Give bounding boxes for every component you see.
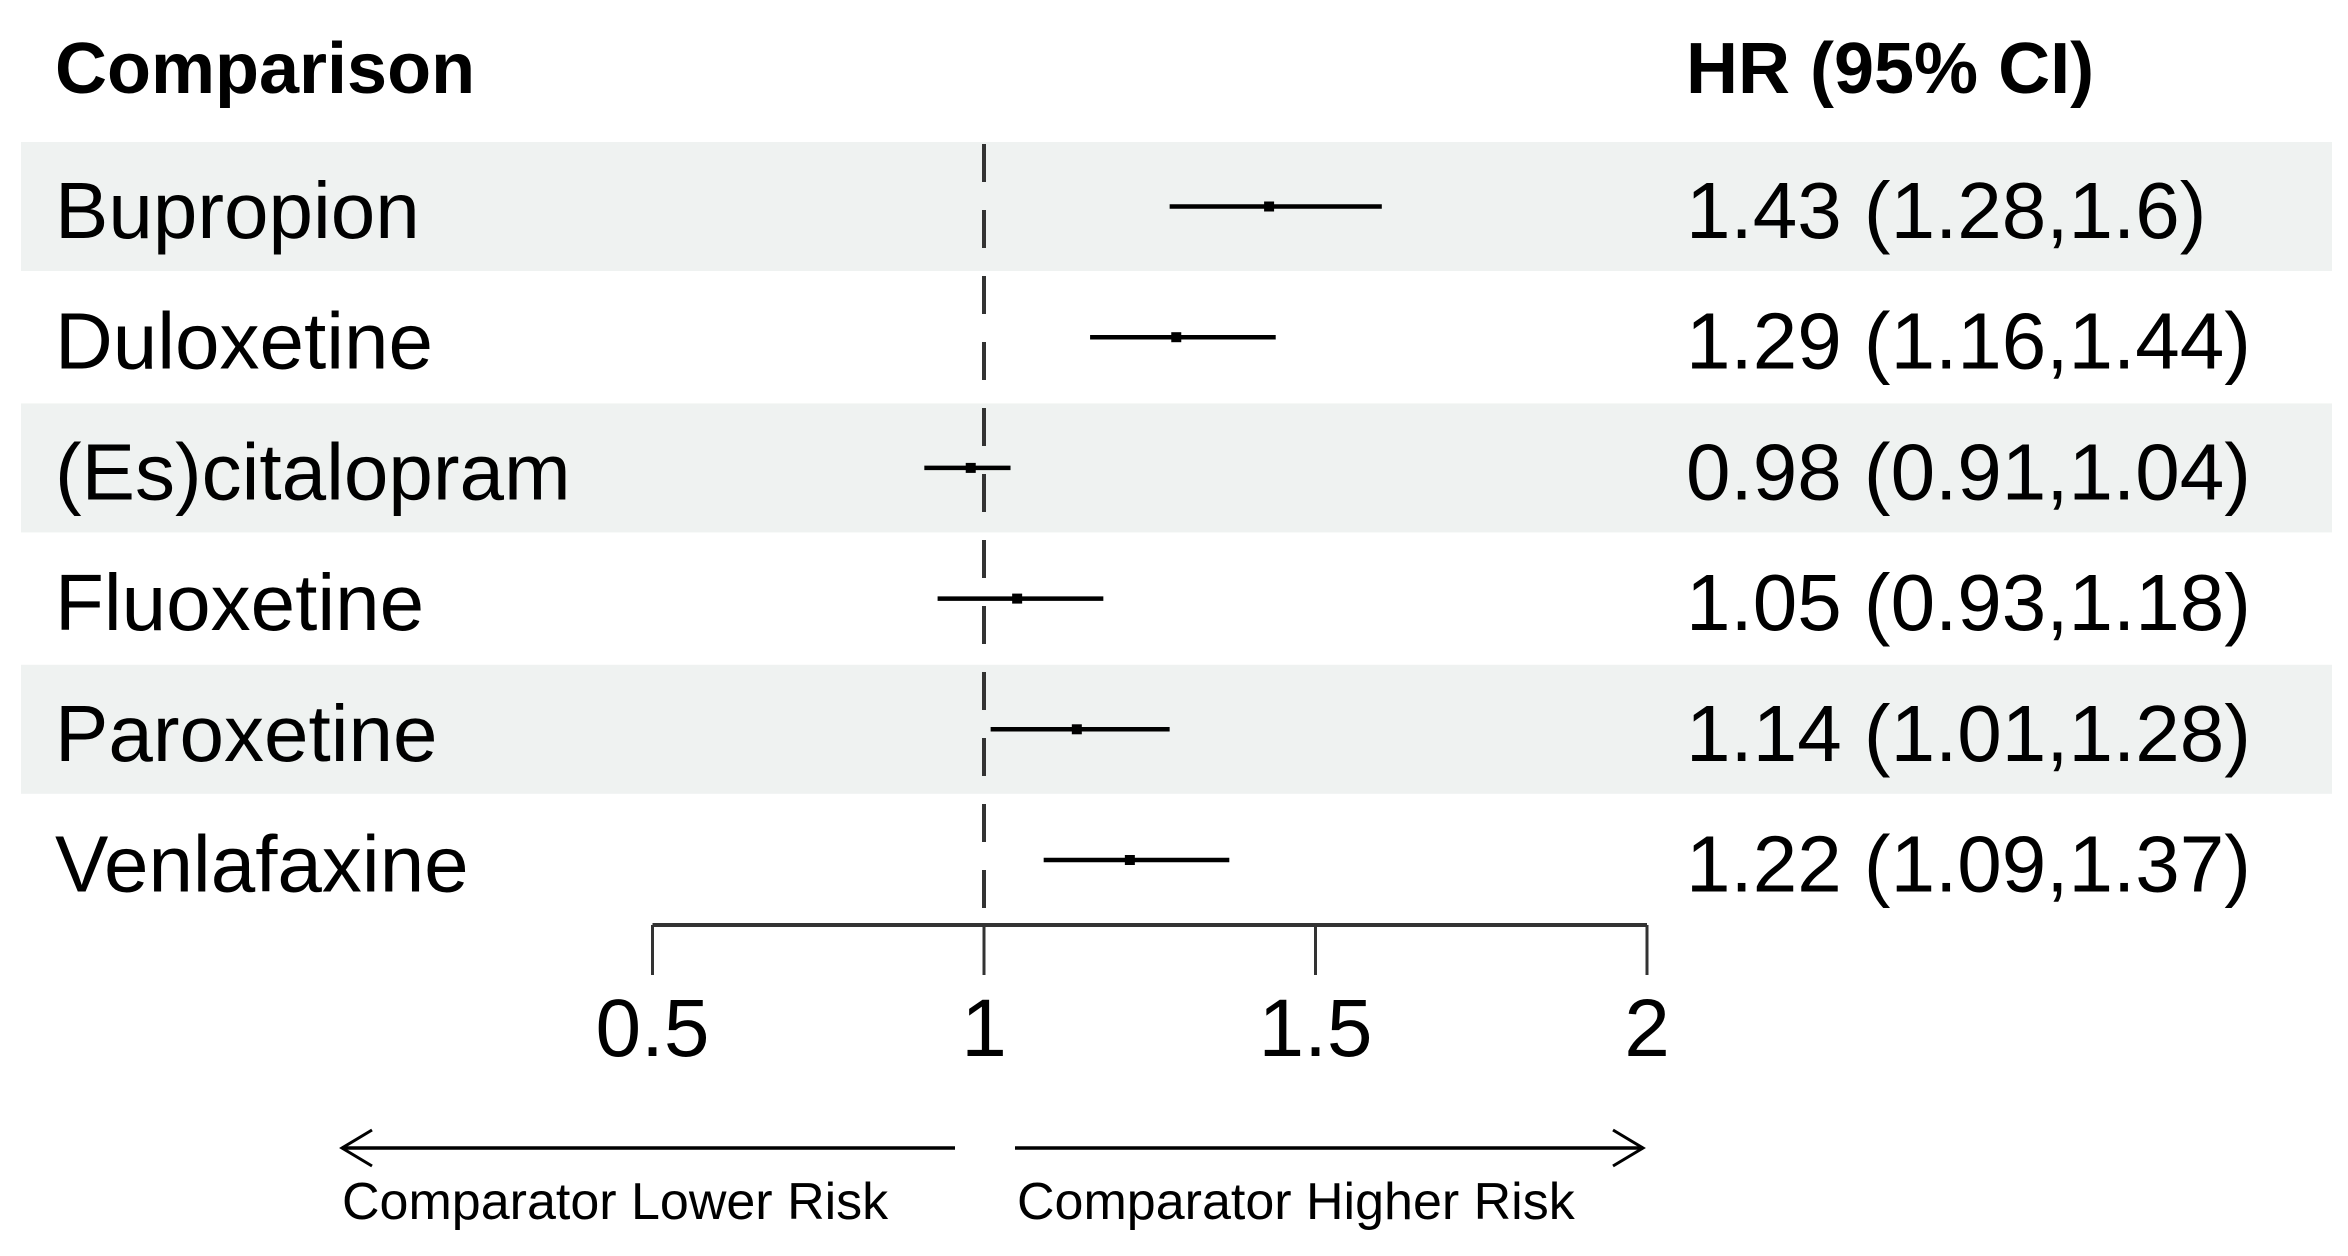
header-comparison: Comparison [55, 29, 475, 109]
x-tick-label: 2 [1624, 983, 1670, 1074]
point-estimate [1071, 724, 1082, 735]
arrow-right-label: Comparator Higher Risk [1017, 1173, 1576, 1231]
row-hr-text: 1.05 (0.93,1.18) [1686, 558, 2251, 647]
row-hr-text: 1.43 (1.28,1.6) [1686, 166, 2206, 255]
point-estimate [1171, 332, 1182, 343]
point-estimate [1264, 201, 1275, 212]
arrow-left-label: Comparator Lower Risk [342, 1173, 889, 1231]
arrow-left-head [339, 1128, 373, 1168]
row-label: Bupropion [55, 166, 420, 255]
row-hr-text: 1.22 (1.09,1.37) [1686, 820, 2251, 909]
x-tick-label: 1.5 [1259, 983, 1373, 1074]
point-estimate [965, 462, 976, 473]
row-stripe [21, 664, 2332, 794]
row-label: (Es)citalopram [55, 427, 571, 516]
x-tick-label: 1 [961, 983, 1007, 1074]
point-estimate [1012, 593, 1023, 604]
x-tick-label: 0.5 [596, 983, 710, 1074]
row-label: Fluoxetine [55, 558, 424, 647]
point-estimate [1124, 855, 1135, 865]
row-hr-text: 1.29 (1.16,1.44) [1686, 297, 2251, 386]
row-hr-text: 0.98 (0.91,1.04) [1686, 427, 2251, 516]
header-hr: HR (95% CI) [1686, 29, 2094, 109]
row-label: Paroxetine [55, 689, 437, 778]
arrow-right-head [1612, 1128, 1646, 1168]
row-label: Venlafaxine [55, 820, 469, 909]
row-stripe [21, 403, 2332, 533]
row-label: Duloxetine [55, 297, 433, 386]
row-hr-text: 1.14 (1.01,1.28) [1686, 689, 2251, 778]
